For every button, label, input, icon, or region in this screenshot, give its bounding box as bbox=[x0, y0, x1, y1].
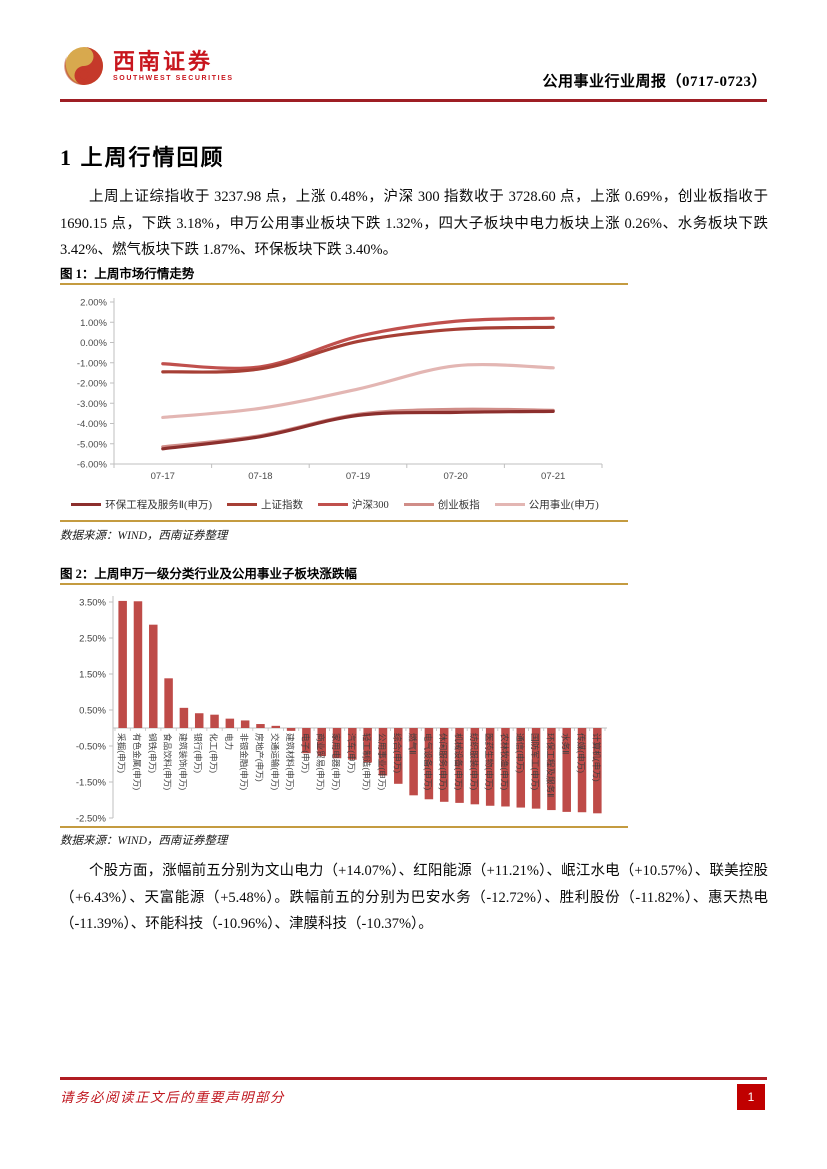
svg-text:通信(申万): 通信(申万) bbox=[515, 733, 526, 773]
svg-text:2.00%: 2.00% bbox=[80, 298, 107, 309]
figure1-line-chart: 2.00% 1.00% 0.00% -1.00% -2.00% -3.00% -4.00% -… bbox=[62, 292, 608, 497]
stock-movers-paragraph: 个股方面，涨幅前五分别为文山电力（+14.07%）、红阳能源（+11.21%）、… bbox=[60, 863, 768, 932]
legend-item-4: 公用事业(申万) bbox=[494, 497, 599, 512]
figure1-caption: 图 1：上周市场行情走势 bbox=[60, 267, 195, 281]
svg-text:轻工制造(申万): 轻工制造(申万) bbox=[362, 733, 373, 790]
svg-text:食品饮料(申万): 食品饮料(申万) bbox=[163, 733, 174, 790]
svg-text:房地产(申万): 房地产(申万) bbox=[254, 733, 265, 782]
svg-text:建筑装饰(申万): 建筑装饰(申万) bbox=[178, 733, 189, 790]
legend-item-2: 沪深300 bbox=[317, 497, 389, 512]
page-number-badge: 1 bbox=[737, 1084, 765, 1110]
svg-text:银行(申万): 银行(申万) bbox=[193, 733, 204, 773]
figure2-bottom-rule bbox=[60, 826, 628, 828]
svg-text:燃气Ⅱ: 燃气Ⅱ bbox=[408, 733, 419, 754]
svg-text:传媒(申万): 传媒(申万) bbox=[576, 733, 587, 773]
legend-item-1: 上证指数 bbox=[226, 497, 303, 512]
svg-text:07-18: 07-18 bbox=[248, 471, 272, 482]
legend-item-3: 创业板指 bbox=[403, 497, 480, 512]
svg-text:综合(申万): 综合(申万) bbox=[392, 733, 403, 773]
figure1-caption-rule bbox=[60, 283, 628, 285]
svg-text:-3.00%: -3.00% bbox=[77, 399, 108, 410]
svg-text:公用事业(申万): 公用事业(申万) bbox=[377, 733, 388, 790]
market-review-paragraph: 上周上证综指收于 3237.98 点，上涨 0.48%，沪深 300 指数收于 … bbox=[60, 189, 768, 258]
company-name-en: SOUTHWEST SECURITIES bbox=[113, 74, 234, 82]
svg-text:水务Ⅱ: 水务Ⅱ bbox=[561, 733, 572, 754]
report-title: 公用事业行业周报（0717-0723） bbox=[542, 74, 767, 90]
svg-text:汽车(申万): 汽车(申万) bbox=[346, 733, 357, 773]
svg-text:化工(申万): 化工(申万) bbox=[209, 733, 220, 773]
svg-text:2.50%: 2.50% bbox=[79, 634, 106, 645]
svg-text:3.50%: 3.50% bbox=[79, 598, 106, 609]
svg-text:0.50%: 0.50% bbox=[79, 706, 106, 717]
figure2-caption: 图 2：上周申万一级分类行业及公用事业子板块涨跌幅 bbox=[60, 567, 357, 581]
svg-text:-1.50%: -1.50% bbox=[76, 778, 107, 789]
legend-label: 沪深300 bbox=[351, 500, 389, 511]
svg-text:07-21: 07-21 bbox=[541, 471, 565, 482]
legend-item-0: 环保工程及服务Ⅱ(申万) bbox=[71, 497, 212, 512]
figure2-caption-rule bbox=[60, 583, 628, 585]
svg-text:钢铁(申万): 钢铁(申万) bbox=[147, 733, 158, 773]
figure1-bottom-rule bbox=[60, 520, 628, 522]
svg-text:非银金融(申万): 非银金融(申万) bbox=[239, 733, 250, 790]
svg-text:纺织服装(申万): 纺织服装(申万) bbox=[469, 733, 480, 790]
footer-disclaimer: 请务必阅读正文后的重要声明部分 bbox=[60, 1090, 285, 1105]
figure1-legend: 环保工程及服务Ⅱ(申万) 上证指数 沪深300 创业板指 公用事业(申万) bbox=[62, 497, 608, 512]
svg-text:建筑材料(申万): 建筑材料(申万) bbox=[285, 733, 296, 790]
section-heading: 1 上周行情回顾 bbox=[60, 145, 225, 170]
company-name-cn: 西南证券 bbox=[113, 48, 214, 74]
svg-text:农林牧渔(申万): 农林牧渔(申万) bbox=[499, 733, 510, 790]
svg-text:有色金属(申万): 有色金属(申万) bbox=[132, 733, 143, 790]
svg-text:-4.00%: -4.00% bbox=[77, 419, 108, 430]
legend-label: 公用事业(申万) bbox=[528, 500, 599, 511]
legend-swatch bbox=[317, 502, 348, 507]
svg-text:国防军工(申万): 国防军工(申万) bbox=[530, 733, 541, 790]
figure2-source: 数据来源：WIND，西南证券整理 bbox=[60, 835, 228, 847]
legend-swatch bbox=[403, 502, 434, 507]
svg-text:0.00%: 0.00% bbox=[80, 338, 107, 349]
svg-text:-6.00%: -6.00% bbox=[77, 460, 108, 471]
svg-text:家用电器(申万): 家用电器(申万) bbox=[331, 733, 342, 790]
figure1-source: 数据来源：WIND，西南证券整理 bbox=[60, 530, 228, 542]
bar-chart-canvas: 3.50% 2.50% 1.50% 0.50% -0.50% -1.50% -2.50% 采掘… bbox=[76, 596, 607, 825]
svg-text:商业贸易(申万): 商业贸易(申万) bbox=[316, 733, 327, 790]
svg-text:采掘(申万): 采掘(申万) bbox=[117, 733, 128, 773]
svg-text:交通运输(申万): 交通运输(申万) bbox=[270, 733, 281, 790]
svg-text:07-19: 07-19 bbox=[346, 471, 370, 482]
company-logo: 西南证券 SOUTHWEST SECURITIES bbox=[64, 46, 234, 86]
svg-text:电气设备(申万): 电气设备(申万) bbox=[423, 733, 434, 790]
svg-text:计算机(申万): 计算机(申万) bbox=[591, 733, 602, 782]
legend-swatch bbox=[226, 502, 257, 507]
svg-text:环保工程及服务Ⅱ: 环保工程及服务Ⅱ bbox=[545, 733, 556, 797]
legend-label: 环保工程及服务Ⅱ(申万) bbox=[105, 500, 212, 511]
svg-text:电力: 电力 bbox=[224, 733, 235, 750]
svg-text:07-20: 07-20 bbox=[443, 471, 467, 482]
company-logo-text: 西南证券 SOUTHWEST SECURITIES bbox=[113, 48, 234, 83]
footer-rule bbox=[60, 1077, 767, 1080]
svg-text:机械设备(申万): 机械设备(申万) bbox=[454, 733, 465, 790]
svg-text:-2.00%: -2.00% bbox=[77, 379, 108, 390]
svg-text:-5.00%: -5.00% bbox=[77, 439, 108, 450]
svg-text:1.50%: 1.50% bbox=[79, 670, 106, 681]
legend-swatch bbox=[494, 502, 525, 507]
svg-text:1.00%: 1.00% bbox=[80, 318, 107, 329]
figure2-bar-chart: 3.50% 2.50% 1.50% 0.50% -0.50% -1.50% -2.50% 采掘… bbox=[62, 589, 622, 830]
svg-text:医药生物(申万): 医药生物(申万) bbox=[484, 733, 495, 790]
legend-label: 上证指数 bbox=[260, 500, 303, 511]
svg-text:电子(申万): 电子(申万) bbox=[300, 733, 311, 773]
header-rule bbox=[60, 99, 767, 102]
legend-label: 创业板指 bbox=[437, 500, 480, 511]
line-chart-canvas: 2.00% 1.00% 0.00% -1.00% -2.00% -3.00% -4.00% -… bbox=[77, 298, 603, 482]
svg-text:休闲服务(申万): 休闲服务(申万) bbox=[438, 733, 449, 790]
svg-text:-1.00%: -1.00% bbox=[77, 358, 108, 369]
svg-text:-2.50%: -2.50% bbox=[76, 814, 107, 825]
company-logo-icon bbox=[64, 47, 103, 86]
svg-text:07-17: 07-17 bbox=[151, 471, 175, 482]
svg-text:-0.50%: -0.50% bbox=[76, 742, 107, 753]
legend-swatch bbox=[71, 502, 102, 507]
